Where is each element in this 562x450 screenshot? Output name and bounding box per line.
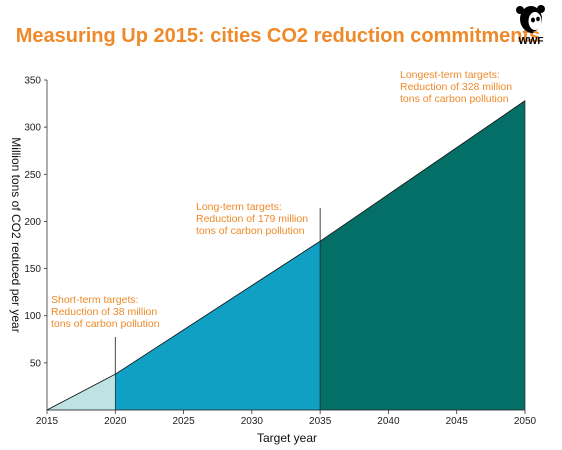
- annotation-heading-2: Long-term targets:: [196, 201, 282, 213]
- x-tick-label: 2020: [104, 416, 127, 427]
- x-tick-label: 2045: [446, 416, 469, 427]
- y-tick-label: 300: [24, 123, 41, 134]
- y-tick-label: 100: [24, 311, 41, 322]
- y-tick-label: 350: [24, 76, 41, 87]
- y-tick-label: 150: [24, 264, 41, 275]
- x-tick-label: 2025: [172, 416, 195, 427]
- y-tick-label: 200: [24, 217, 41, 228]
- annotation-line-1-1: Reduction of 38 million: [51, 306, 157, 318]
- annotation-line-3-2: tons of carbon pollution: [400, 93, 509, 105]
- annotation-line-1-2: tons of carbon pollution: [51, 318, 160, 330]
- annotation-heading-3: Longest-term targets:: [400, 69, 500, 81]
- wwf-logo-text: WWF: [519, 36, 544, 47]
- wwf-panda-logo: WWF: [516, 5, 545, 47]
- annotation-heading-1: Short-term targets:: [51, 294, 139, 306]
- x-tick-label: 2050: [514, 416, 537, 427]
- annotation-line-2-1: Reduction of 179 million: [196, 213, 308, 225]
- trend-line: [46, 100, 526, 411]
- plot-area: 50 100 150 200 250 300 350 2015 2020 2025 2030 2035…: [24, 69, 536, 427]
- chart-title: Measuring Up 2015: cities CO2 reduction …: [16, 25, 541, 47]
- annotation-line-2-2: tons of carbon pollution: [196, 225, 305, 237]
- y-tick-label: 50: [30, 358, 42, 369]
- annotation-line-3-1: Reduction of 328 million: [400, 81, 512, 93]
- x-tick-label: 2040: [377, 416, 400, 427]
- x-axis-label: Target year: [257, 431, 317, 445]
- x-tick-label: 2035: [309, 416, 332, 427]
- area-segment-3: [319, 100, 526, 411]
- x-tick-label: 2015: [36, 416, 59, 427]
- y-axis-label: Million tons of CO2 reduced per year: [9, 137, 23, 332]
- y-tick-label: 250: [24, 170, 41, 181]
- x-tick-label: 2030: [241, 416, 264, 427]
